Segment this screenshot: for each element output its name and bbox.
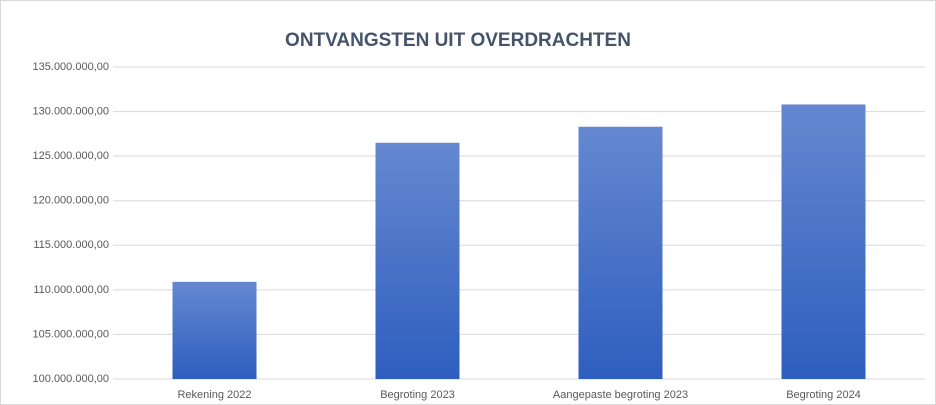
y-tick-label: 105.000.000,00 <box>33 328 109 340</box>
bar <box>578 126 663 380</box>
x-tick-label: Begroting 2023 <box>380 389 455 401</box>
y-tick-label: 110.000.000,00 <box>33 284 109 296</box>
y-tick-label: 120.000.000,00 <box>33 195 109 207</box>
bar <box>375 142 460 379</box>
y-tick-label: 130.000.000,00 <box>33 105 109 117</box>
x-tick-label: Aangepaste begroting 2023 <box>553 389 688 401</box>
y-tick-label: 125.000.000,00 <box>33 150 109 162</box>
y-tick-label: 100.000.000,00 <box>33 373 109 385</box>
chart-title: ONTVANGSTEN UIT OVERDRACHTEN <box>285 30 631 51</box>
x-tick-label: Rekening 2022 <box>177 389 251 401</box>
x-tick-label: Begroting 2024 <box>786 389 861 401</box>
bar <box>781 104 866 379</box>
bar <box>172 281 257 379</box>
y-tick-label: 115.000.000,00 <box>33 239 109 251</box>
y-tick-label: 135.000.000,00 <box>33 61 109 73</box>
